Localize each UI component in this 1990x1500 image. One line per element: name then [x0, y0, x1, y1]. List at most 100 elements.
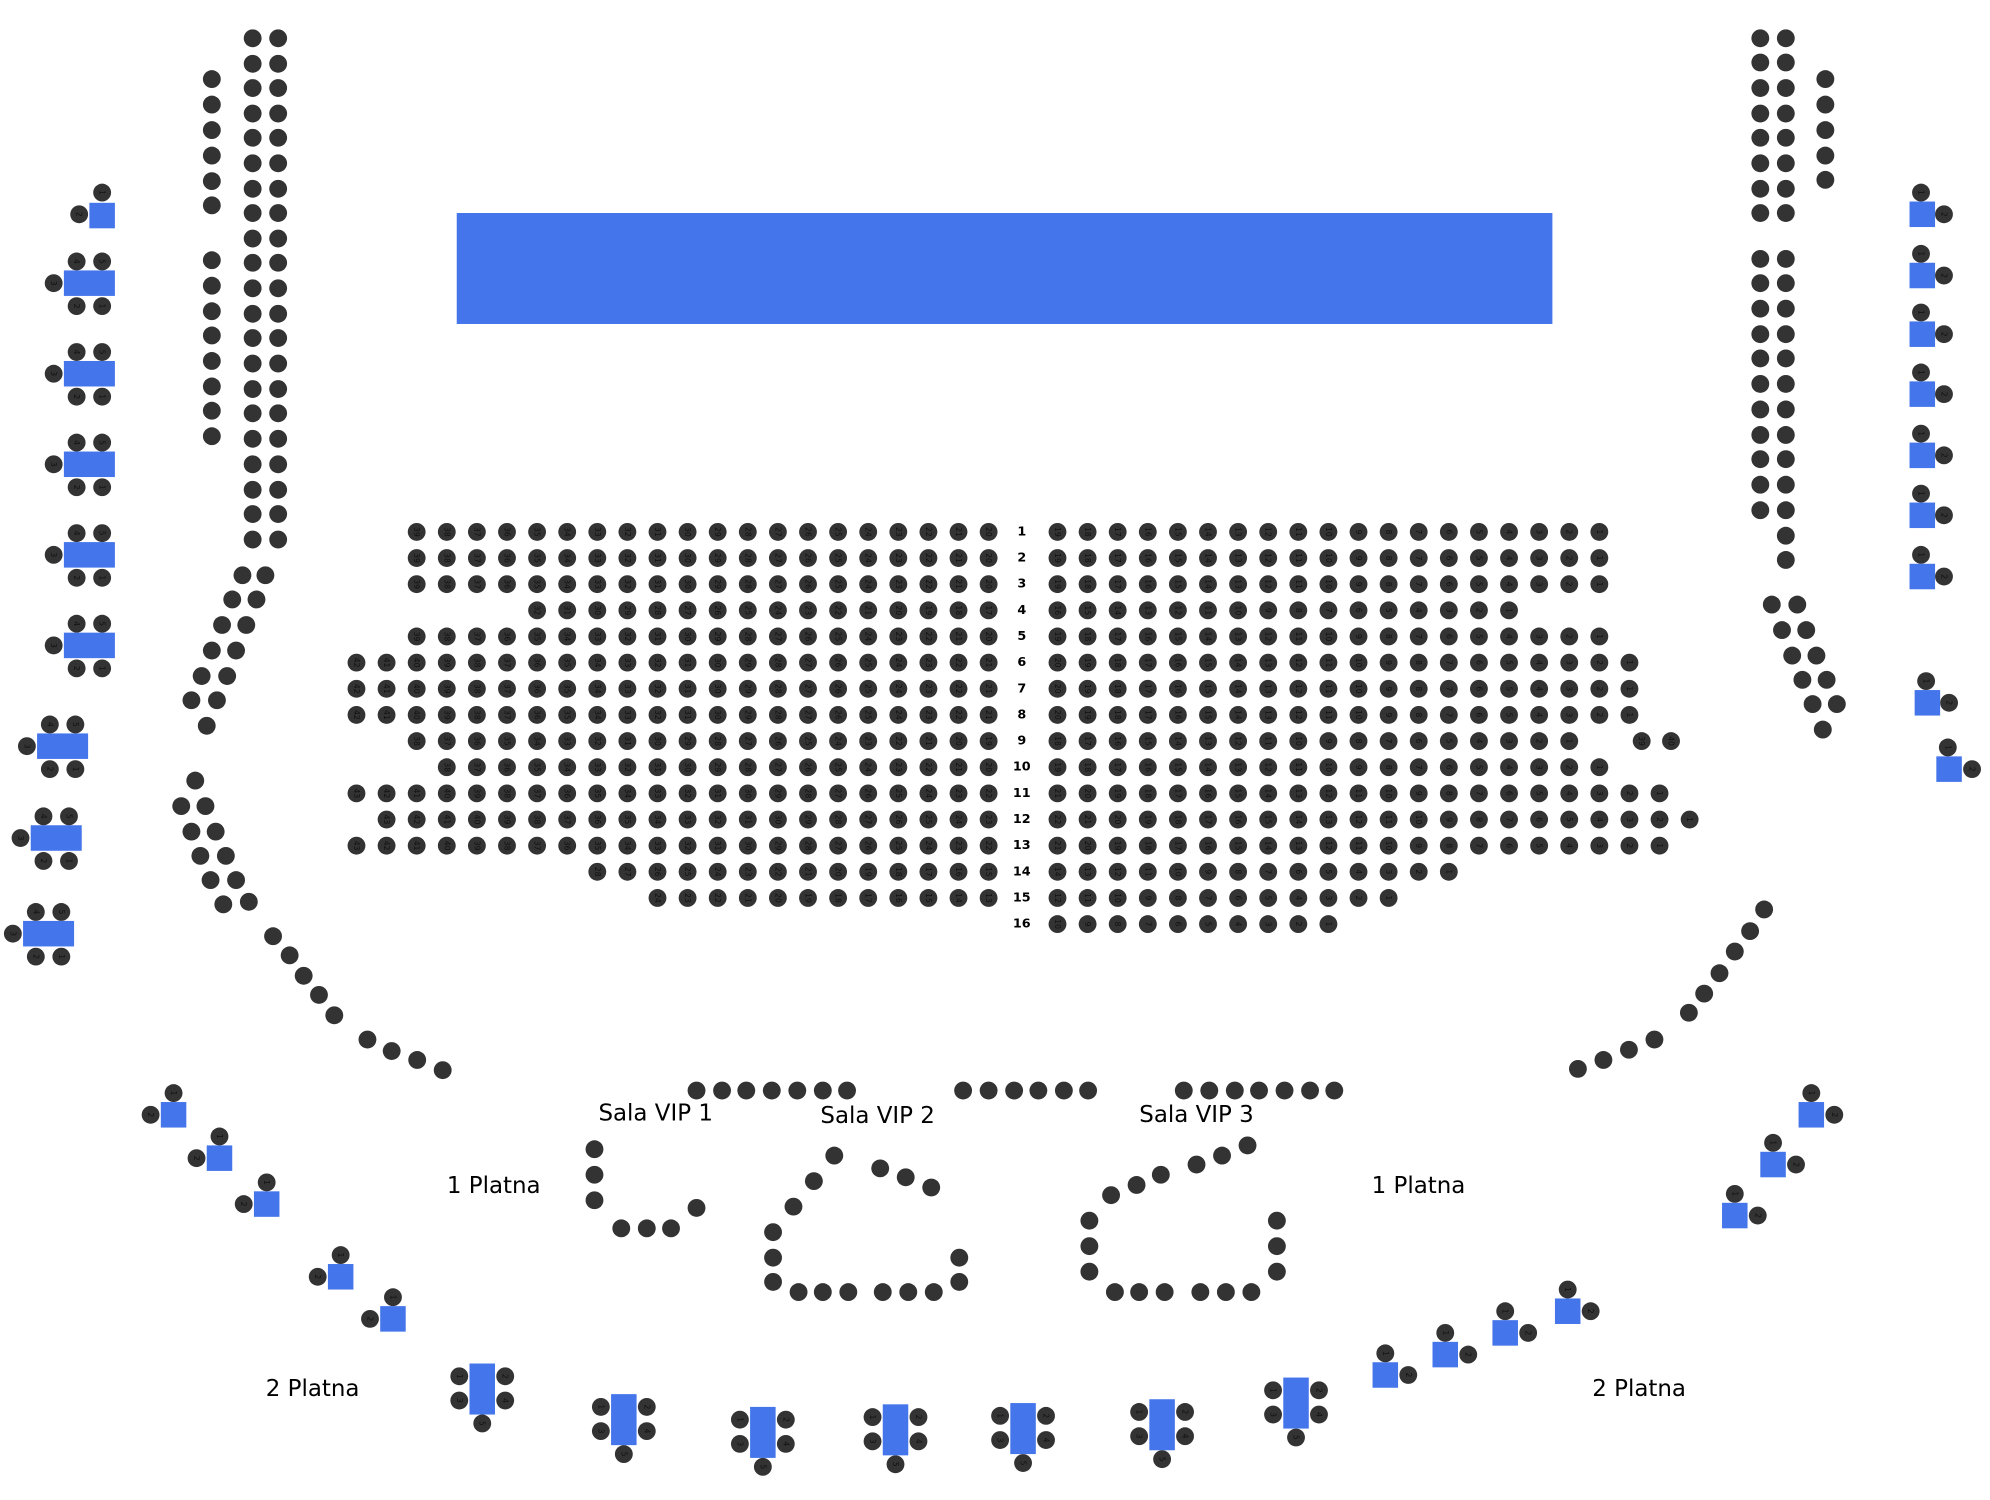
seat[interactable]: 6 [1439, 522, 1458, 541]
seat[interactable]: 8 [1409, 705, 1428, 724]
seat[interactable]: 4 [1470, 732, 1488, 750]
seat[interactable] [764, 1223, 782, 1242]
seat[interactable] [269, 380, 288, 398]
seat[interactable]: 26 [829, 679, 848, 698]
seat[interactable]: 8 [1379, 758, 1398, 777]
seat[interactable] [1191, 1283, 1210, 1302]
seat[interactable]: 16 [1229, 810, 1248, 829]
seat[interactable] [950, 1248, 969, 1267]
table[interactable] [1760, 1151, 1786, 1178]
seat[interactable]: 10 [1349, 705, 1368, 724]
seat[interactable]: 22 [949, 679, 968, 698]
seat[interactable] [924, 1283, 943, 1302]
seat[interactable]: 21 [1048, 836, 1067, 855]
table[interactable] [89, 202, 115, 229]
seat[interactable]: 2 [67, 568, 86, 587]
seat[interactable]: 23 [949, 836, 968, 855]
seat[interactable]: 27 [768, 575, 787, 594]
seat[interactable]: 16 [1138, 627, 1157, 646]
seat[interactable]: 15 [1229, 784, 1248, 803]
seat[interactable]: 4 [67, 252, 86, 271]
seat[interactable]: 18 [1078, 549, 1097, 567]
seat[interactable] [1130, 1283, 1149, 1302]
seat[interactable]: 4 [1590, 810, 1609, 829]
seat[interactable]: 14 [1199, 575, 1217, 594]
seat[interactable]: 15 [1259, 810, 1278, 829]
seat[interactable]: 4 [67, 433, 86, 452]
seat[interactable]: 5 [1470, 758, 1488, 777]
seat[interactable]: 8 [1409, 679, 1428, 698]
seat[interactable] [1751, 349, 1770, 368]
seat[interactable] [243, 229, 262, 248]
seat[interactable]: 30 [708, 653, 727, 672]
seat[interactable] [1250, 1081, 1268, 1100]
table[interactable] [1909, 381, 1936, 407]
seat[interactable]: 10 [1048, 915, 1067, 934]
seat[interactable]: 19 [1108, 784, 1127, 803]
seat[interactable]: 1 [1558, 1280, 1577, 1299]
seat[interactable]: 31 [648, 522, 667, 541]
seat[interactable]: 34 [528, 732, 547, 750]
table[interactable] [1909, 201, 1936, 228]
seat[interactable]: 7 [1409, 549, 1428, 567]
seat[interactable]: 23 [799, 601, 817, 620]
seat[interactable]: 25 [859, 653, 878, 672]
table[interactable] [1798, 1102, 1825, 1128]
seat[interactable] [637, 1219, 656, 1238]
seat[interactable]: 17 [1138, 705, 1157, 724]
seat[interactable] [201, 871, 220, 890]
seat[interactable]: 1 [1912, 484, 1930, 503]
seat[interactable]: 2 [361, 1309, 379, 1328]
seat[interactable]: 6 [1289, 862, 1308, 881]
seat[interactable]: 13 [1259, 679, 1278, 698]
seat[interactable]: 5 [1153, 1450, 1172, 1469]
seat[interactable]: 7 [1470, 784, 1488, 803]
seat[interactable]: 17 [1078, 732, 1097, 750]
seat[interactable]: 13 [1138, 601, 1157, 620]
seat[interactable]: 22 [829, 601, 848, 620]
seat[interactable]: 16 [1108, 732, 1127, 750]
seat[interactable]: 18 [1108, 705, 1127, 724]
seat[interactable]: 20 [889, 601, 908, 620]
seat[interactable] [789, 1283, 808, 1302]
seat[interactable] [243, 279, 262, 298]
seat[interactable]: 9 [1349, 522, 1368, 541]
seat[interactable]: 3 [1500, 732, 1518, 750]
seat[interactable]: 2 [1470, 601, 1488, 620]
seat[interactable]: 9 [1379, 705, 1398, 724]
seat[interactable]: 8 [1379, 575, 1398, 594]
seat[interactable] [896, 1168, 915, 1187]
seat[interactable] [358, 1030, 377, 1049]
seat[interactable]: 32 [618, 575, 637, 594]
seat[interactable]: 27 [768, 549, 787, 567]
seat[interactable]: 15 [919, 889, 938, 907]
seat[interactable] [1751, 325, 1770, 344]
seat[interactable]: 38 [437, 522, 456, 541]
seat[interactable] [1751, 426, 1770, 444]
seat[interactable] [1751, 450, 1770, 469]
seat[interactable]: 2 [1519, 1323, 1538, 1342]
seat[interactable]: 22 [949, 705, 968, 724]
seat[interactable]: 39 [437, 679, 456, 698]
seat[interactable]: 22 [919, 522, 938, 541]
seat[interactable]: 3 [1530, 575, 1549, 594]
seat[interactable]: 12 [1259, 522, 1278, 541]
seat[interactable]: 4 [34, 807, 53, 826]
seat[interactable]: 11 [1138, 862, 1157, 881]
seat[interactable]: 37 [528, 836, 547, 855]
seat[interactable]: 2 [1530, 732, 1549, 750]
seat[interactable]: 39 [407, 522, 426, 541]
seat[interactable] [269, 354, 288, 373]
seat[interactable]: 28 [738, 758, 757, 777]
seat[interactable] [954, 1081, 973, 1100]
seat[interactable]: 27 [768, 522, 787, 541]
seat[interactable]: 36 [467, 732, 486, 750]
seat[interactable]: 4 [1560, 836, 1579, 855]
seat[interactable] [1776, 526, 1795, 545]
seat[interactable] [1776, 104, 1795, 123]
seat[interactable] [1238, 1136, 1257, 1155]
seat[interactable]: 33 [648, 784, 667, 803]
seat[interactable]: 19 [1048, 575, 1067, 594]
seat[interactable]: 33 [618, 679, 637, 698]
seat[interactable]: 7 [1439, 653, 1458, 672]
